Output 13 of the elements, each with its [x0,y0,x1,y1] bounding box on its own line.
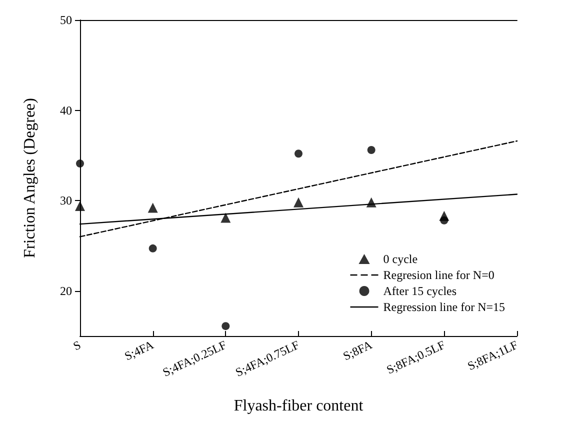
x-tick-label: S;8FA [340,338,375,364]
y-tick-label: 50 [60,13,72,27]
legend-label: Regresion line for N=0 [383,268,494,282]
y-tick-label: 40 [60,103,72,118]
x-tick-label: S [70,338,83,354]
y-axis-title: Friction Angles (Degree) [22,98,38,258]
y-tick-label: 20 [60,284,72,298]
legend-label: After 15 cycles [383,284,457,298]
y-tick-label: 30 [60,194,72,208]
x-axis-title: Flyash-fiber content [234,398,364,414]
x-tick-label: S;4FA [122,338,156,364]
legend-label: 0 cycle [383,252,418,266]
legend-label: Regression line for N=15 [383,300,506,314]
